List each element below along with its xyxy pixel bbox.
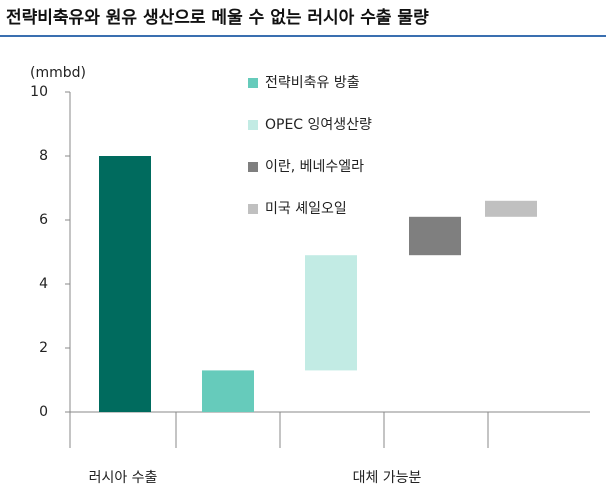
legend-swatch	[248, 120, 258, 130]
bar	[305, 255, 357, 371]
chart-title: 전략비축유와 원유 생산으로 메울 수 없는 러시아 수출 물량	[6, 8, 429, 28]
legend-label: OPEC 잉여생산량	[265, 117, 372, 133]
legend-swatch	[248, 162, 258, 172]
y-tick-label: 6	[39, 212, 48, 228]
y-tick-label: 4	[39, 276, 48, 292]
y-tick-label: 10	[30, 84, 48, 100]
bar	[485, 200, 537, 217]
legend-swatch	[248, 78, 258, 88]
y-tick-label: 2	[39, 340, 48, 356]
legend-label: 이란, 베네수엘라	[265, 159, 364, 175]
bar	[99, 156, 151, 412]
legend-label: 전략비축유 방출	[265, 75, 360, 91]
y-tick-label: 8	[39, 148, 48, 164]
x-category-label: 대체 가능분	[353, 470, 422, 486]
x-category-label: 러시아 수출	[89, 470, 158, 486]
legend-label: 미국 셰일오일	[265, 201, 347, 217]
y-axis-unit: (mmbd)	[30, 65, 86, 81]
bar	[409, 216, 461, 256]
y-tick-label: 0	[39, 404, 48, 420]
bar	[202, 370, 254, 412]
legend-swatch	[248, 204, 258, 214]
